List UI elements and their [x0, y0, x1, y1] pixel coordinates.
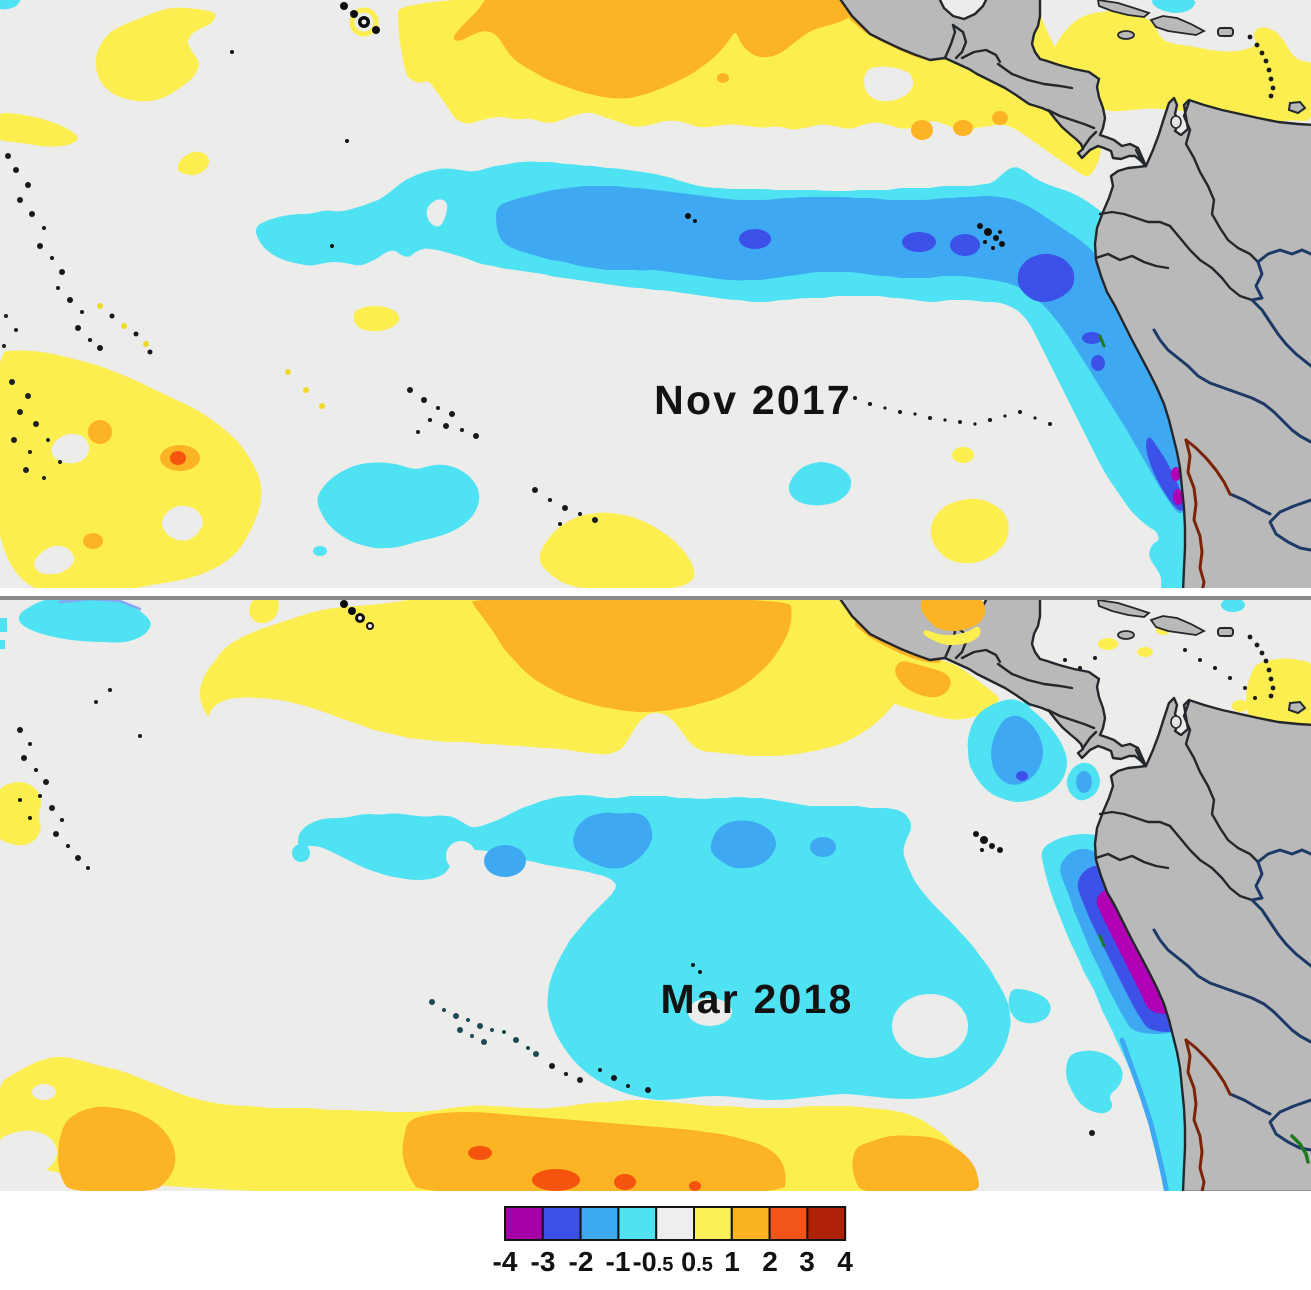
svg-text:-4: -4: [493, 1246, 518, 1277]
svg-text:-2: -2: [569, 1246, 594, 1277]
svg-text:4: 4: [837, 1246, 853, 1277]
svg-text:2: 2: [762, 1246, 778, 1277]
svg-text:3: 3: [799, 1246, 815, 1277]
svg-text:1: 1: [724, 1246, 740, 1277]
svg-text:Nov 2017: Nov 2017: [654, 377, 852, 423]
svg-text:Mar 2018: Mar 2018: [660, 976, 853, 1022]
svg-text:-3: -3: [531, 1246, 556, 1277]
svg-text:-1: -1: [606, 1246, 631, 1277]
